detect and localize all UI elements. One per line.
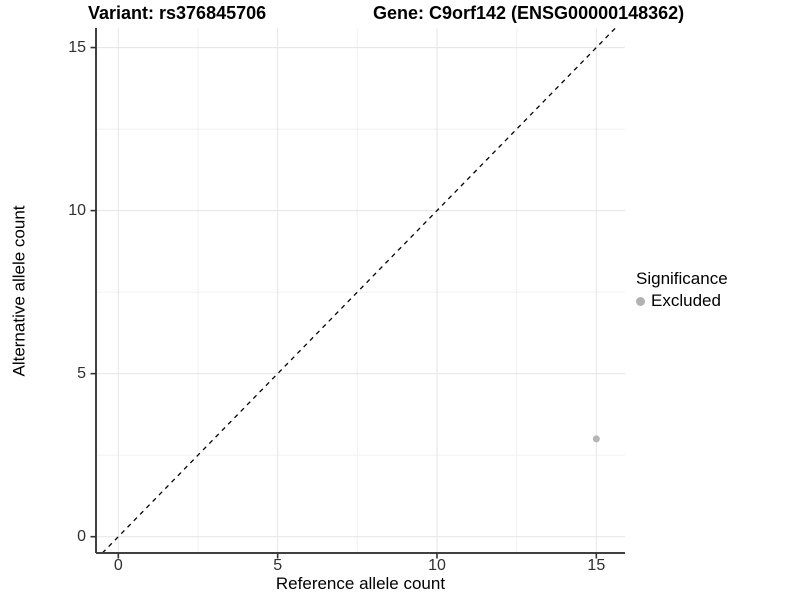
plot-title-variant: Variant: rs376845706 <box>88 3 267 23</box>
legend-title: Significance <box>636 269 728 288</box>
legend: Significance Excluded <box>636 269 728 311</box>
y-axis-ticks: 0 5 10 15 <box>0 28 87 553</box>
x-tick-label: 10 <box>428 557 446 574</box>
legend-item-label: Excluded <box>651 291 721 310</box>
legend-point-icon <box>636 296 645 306</box>
plot-canvas <box>90 27 625 559</box>
data-point <box>592 435 600 443</box>
y-tick-label: 15 <box>68 38 86 56</box>
legend-item-excluded: Excluded <box>636 291 728 311</box>
x-tick-label: 15 <box>587 557 606 574</box>
legend-items: Excluded <box>636 291 728 311</box>
identity-line <box>101 27 616 554</box>
plot-panel <box>90 27 625 559</box>
x-axis-ticks: 0 5 10 15 <box>96 557 625 577</box>
x-axis-label: Reference allele count <box>275 574 446 593</box>
y-tick-label: 10 <box>68 201 86 219</box>
y-tick-label: 5 <box>77 364 86 382</box>
y-tick-label: 0 <box>77 527 86 545</box>
plot-title-gene: Gene: C9orf142 (ENSG00000148362) <box>373 3 685 23</box>
x-tick-label: 5 <box>273 557 283 574</box>
x-tick-label: 0 <box>113 557 123 574</box>
